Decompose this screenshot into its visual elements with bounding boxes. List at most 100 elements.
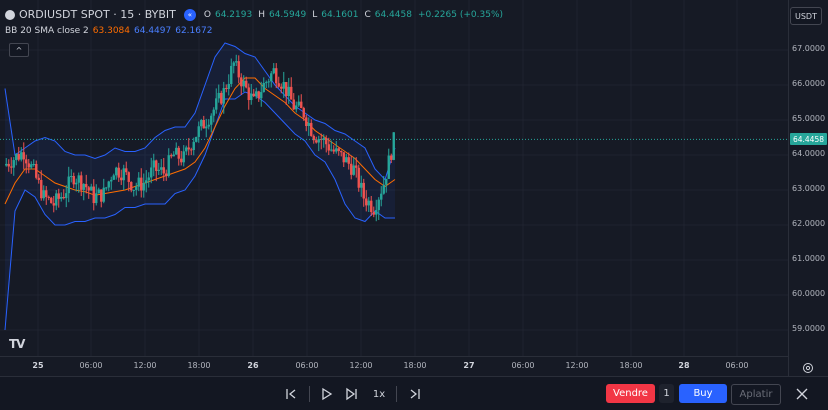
symbol-logo <box>5 9 15 20</box>
jump-to-realtime-icon[interactable] <box>408 387 422 401</box>
time-axis-label: 06:00 <box>79 361 103 370</box>
candle-body <box>182 151 185 163</box>
candle-body <box>60 196 63 199</box>
chevron-up-icon: ^ <box>15 45 23 55</box>
chart-canvas[interactable] <box>0 0 788 356</box>
sell-button[interactable]: Vendre <box>606 384 655 403</box>
candle-body <box>110 179 113 182</box>
candle-body <box>160 167 163 170</box>
candle-body <box>145 180 148 184</box>
tradingview-logo[interactable]: TV <box>9 337 26 351</box>
candle-body <box>35 164 38 178</box>
candle-body <box>380 193 383 200</box>
candle-body <box>197 126 200 137</box>
candle-body <box>45 190 48 197</box>
candle-body <box>275 68 278 84</box>
candle-body <box>7 163 10 167</box>
candle-body <box>245 80 248 88</box>
candle-body <box>205 126 208 129</box>
candle-body <box>147 177 150 181</box>
buy-button[interactable]: Buy <box>679 384 727 403</box>
quantity-field[interactable]: 1 <box>659 384 674 403</box>
time-axis-label: 12:00 <box>133 361 157 370</box>
candle-body <box>137 177 140 187</box>
candle-body <box>355 165 358 168</box>
candle-body <box>285 82 288 97</box>
candle-body <box>225 88 228 90</box>
candle-body <box>347 157 350 164</box>
candle-body <box>157 169 160 171</box>
step-forward-icon[interactable] <box>345 387 359 401</box>
indicator-name[interactable]: BB 20 SMA close 2 <box>5 26 89 36</box>
candle-body <box>390 155 393 160</box>
price-axis[interactable]: USDT 67.0000 66.0000 65.0000 64.0000 63.0000… <box>788 0 828 376</box>
candle-body <box>15 153 18 161</box>
candle-body <box>42 190 45 199</box>
play-icon[interactable] <box>320 387 334 401</box>
candle-body <box>22 152 25 160</box>
currency-button[interactable]: USDT <box>790 7 822 25</box>
candle-body <box>95 193 98 204</box>
bollinger-basis-line <box>4 77 396 205</box>
candle-body <box>392 132 395 160</box>
replay-back-icon[interactable]: « <box>183 8 196 21</box>
high-value: 64.5949 <box>268 9 307 20</box>
candle-body <box>62 196 65 199</box>
candle-body <box>297 101 300 106</box>
grid <box>0 0 788 356</box>
candle-body <box>190 149 193 151</box>
time-axis-label: 27 <box>463 361 475 370</box>
candle-body <box>25 159 28 164</box>
candle-body <box>282 82 285 89</box>
candle-body <box>77 175 80 183</box>
jump-to-start-icon[interactable] <box>284 387 298 401</box>
candle-body <box>142 183 145 191</box>
candle-body <box>162 167 165 174</box>
settings-gear-icon[interactable] <box>802 359 814 373</box>
candle-body <box>217 92 220 99</box>
candle-body <box>20 152 23 160</box>
candle-body <box>122 168 125 181</box>
candle-body <box>30 164 33 168</box>
candle-body <box>210 115 213 125</box>
collapse-legend-button[interactable]: ^ <box>9 43 29 57</box>
indicator-legend[interactable]: BB 20 SMA close 2 63.3084 64.4497 62.167… <box>5 26 212 36</box>
symbol-title[interactable]: ORDIUSDT SPOT · 15 · BYBIT <box>19 8 176 21</box>
price-axis-label: 59.0000 <box>792 324 826 333</box>
candle-body <box>5 163 8 166</box>
candle-body <box>277 83 280 87</box>
candle-body <box>317 139 320 143</box>
candle-body <box>32 164 35 166</box>
candle-body <box>72 176 75 185</box>
candle-body <box>115 167 118 176</box>
candle-body <box>222 88 225 104</box>
flatten-button[interactable]: Aplatir <box>731 384 781 405</box>
candle-body <box>345 157 348 163</box>
price-axis-label: 61.0000 <box>792 254 826 263</box>
candle-body <box>17 153 20 160</box>
open-value: 64.2193 <box>214 9 253 20</box>
toolbar-divider <box>309 386 310 402</box>
candle-body <box>365 198 368 206</box>
candle-body <box>177 147 180 159</box>
bollinger-upper-line <box>4 42 396 181</box>
candle-body <box>207 124 210 127</box>
close-icon[interactable] <box>795 387 809 401</box>
candle-body <box>170 155 173 157</box>
indicator-upper-value: 64.4497 <box>134 26 172 36</box>
candle-body <box>40 179 43 199</box>
time-axis-label: 12:00 <box>565 361 589 370</box>
time-axis-label: 25 <box>32 361 44 370</box>
open-label: O <box>203 9 211 20</box>
candle-body <box>37 177 40 180</box>
candle-body <box>107 181 110 188</box>
candle-body <box>250 93 253 101</box>
candle-body <box>330 149 333 151</box>
replay-speed-button[interactable]: 1x <box>372 388 386 400</box>
candle-body <box>310 122 313 136</box>
time-axis[interactable]: 25 06:00 12:00 18:00 26 06:00 12:00 18:00 27 06:0… <box>0 356 788 377</box>
candle-body <box>267 81 270 83</box>
candle-body <box>52 203 55 206</box>
